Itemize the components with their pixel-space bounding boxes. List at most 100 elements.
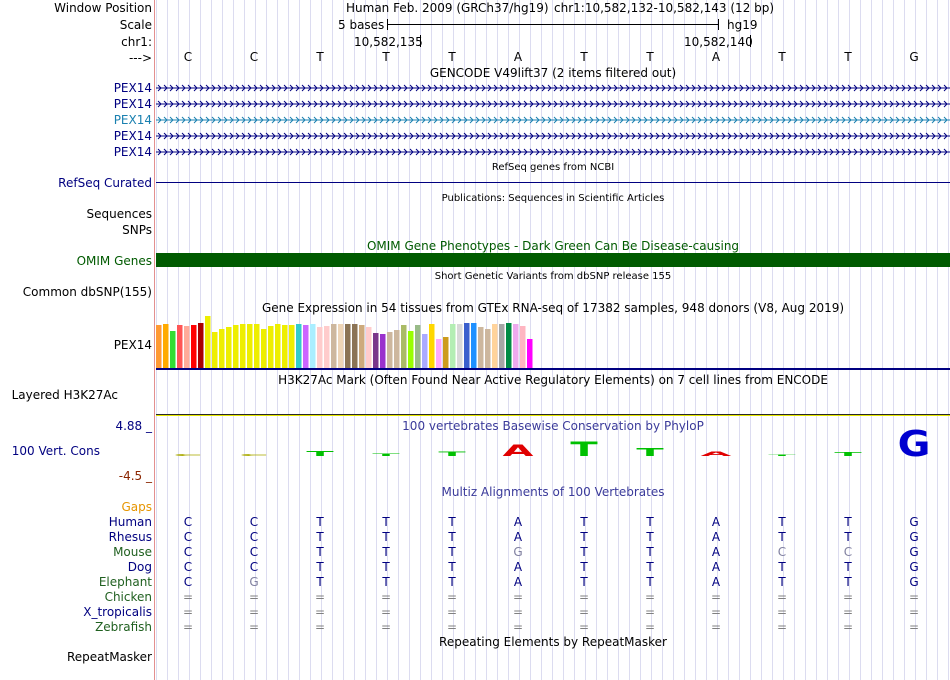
alignment-base: = — [380, 590, 392, 604]
gencode-track-title: GENCODE V49lift37 (2 items filtered out) — [429, 66, 677, 80]
alignment-base: = — [776, 605, 788, 619]
species-label[interactable]: Elephant — [98, 575, 152, 589]
gencode-track-label[interactable]: PEX14 — [113, 113, 152, 127]
alignment-base: = — [182, 590, 194, 604]
base-letter: T — [382, 50, 390, 64]
grid-line — [574, 0, 575, 680]
alignment-base: = — [182, 620, 194, 634]
gtex-bar — [163, 324, 169, 368]
grid-line — [772, 0, 773, 680]
gtex-bar — [506, 323, 512, 368]
track-image-area[interactable]: Human Feb. 2009 (GRCh37/hg19) chr1:10,58… — [156, 0, 950, 680]
gtex-bar — [359, 325, 365, 368]
grid-line — [739, 0, 740, 680]
alignment-base: T — [382, 560, 390, 574]
gtex-bar — [275, 324, 281, 368]
h3k27ac-track-label[interactable]: Layered H3K27Ac — [11, 388, 118, 402]
alignment-base: C — [183, 560, 193, 574]
alignment-base: T — [646, 515, 654, 529]
grid-line — [827, 0, 828, 680]
gencode-track-label[interactable]: PEX14 — [113, 145, 152, 159]
grid-line — [750, 0, 751, 680]
gencode-track-label[interactable]: PEX14 — [113, 129, 152, 143]
alignment-base: T — [844, 515, 852, 529]
alignment-base: T — [382, 515, 390, 529]
omim-track-label[interactable]: OMIM Genes — [76, 254, 152, 268]
grid-line — [882, 0, 883, 680]
gtex-bar — [457, 324, 463, 368]
alignment-base: G — [909, 545, 919, 559]
grid-line — [684, 0, 685, 680]
alignment-base: = — [512, 605, 524, 619]
strand-chevrons — [157, 84, 948, 92]
gtex-track-label[interactable]: PEX14 — [113, 338, 152, 352]
repeatmasker-track-label[interactable]: RepeatMasker — [66, 650, 152, 664]
grid-line — [651, 0, 652, 680]
refseq-transcript-line[interactable] — [156, 182, 950, 183]
grid-line — [948, 0, 949, 680]
phylop-track-label[interactable]: 100 Vert. Cons — [11, 444, 100, 458]
alignment-base: = — [578, 605, 590, 619]
alignment-base: = — [908, 620, 920, 634]
gtex-bar — [485, 329, 491, 368]
alignment-base: C — [249, 545, 259, 559]
species-label[interactable]: Chicken — [104, 590, 152, 604]
alignment-base: T — [580, 545, 588, 559]
base-letter: T — [316, 50, 324, 64]
grid-line — [288, 0, 289, 680]
species-label[interactable]: Rhesus — [108, 530, 152, 544]
gtex-bar — [513, 324, 519, 368]
alignment-base: T — [382, 530, 390, 544]
gtex-bar — [352, 324, 358, 368]
species-label[interactable]: Dog — [127, 560, 152, 574]
grid-line — [838, 0, 839, 680]
grid-line — [585, 0, 586, 680]
grid-line — [662, 0, 663, 680]
alignment-base: A — [711, 530, 721, 544]
h3k27ac-baseline — [156, 414, 950, 415]
omim-gene-bar[interactable] — [156, 253, 950, 267]
gtex-bar — [184, 326, 190, 368]
species-label[interactable]: Human — [108, 515, 152, 529]
species-label[interactable]: Mouse — [113, 545, 152, 559]
publications-sequences-label[interactable]: Sequences — [86, 207, 152, 221]
species-label[interactable]: Zebrafish — [95, 620, 152, 634]
alignment-base: T — [778, 530, 786, 544]
alignment-base: A — [513, 515, 523, 529]
scale-bar-text: 5 bases — [338, 18, 385, 32]
grid-line — [761, 0, 762, 680]
grid-line — [552, 0, 553, 680]
species-label[interactable]: X_tropicalis — [83, 605, 152, 619]
gtex-bar — [401, 325, 407, 368]
base-letter: C — [183, 50, 193, 64]
strand-chevrons — [157, 100, 948, 108]
grid-line — [926, 0, 927, 680]
gtex-bar — [443, 337, 449, 368]
repeatmasker-track-title: Repeating Elements by RepeatMasker — [439, 635, 667, 649]
base-letter: T — [844, 50, 852, 64]
ruler-coordinate-left: 10,582,135 — [354, 35, 423, 49]
gencode-track-label[interactable]: PEX14 — [113, 97, 152, 111]
alignment-base: G — [909, 575, 919, 589]
grid-line — [596, 0, 597, 680]
publications-snps-label[interactable]: SNPs — [122, 223, 152, 237]
alignment-base: T — [448, 515, 456, 529]
base-letter: C — [249, 50, 259, 64]
alignment-base: = — [380, 605, 392, 619]
gtex-bar — [464, 323, 470, 368]
gencode-transcripts[interactable] — [156, 80, 950, 160]
alignment-base: T — [844, 530, 852, 544]
grid-line — [211, 0, 212, 680]
gtex-bar-chart[interactable] — [156, 308, 950, 368]
alignment-base: T — [580, 515, 588, 529]
alignment-base: = — [908, 590, 920, 604]
alignment-base: A — [513, 575, 523, 589]
gtex-bar — [296, 324, 302, 368]
dbsnp-track-label[interactable]: Common dbSNP(155) — [22, 285, 152, 299]
alignment-base: = — [710, 620, 722, 634]
gtex-bar — [338, 324, 344, 368]
gencode-track-label[interactable]: PEX14 — [113, 81, 152, 95]
alignment-base: = — [776, 620, 788, 634]
refseq-track-label[interactable]: RefSeq Curated — [58, 176, 152, 190]
